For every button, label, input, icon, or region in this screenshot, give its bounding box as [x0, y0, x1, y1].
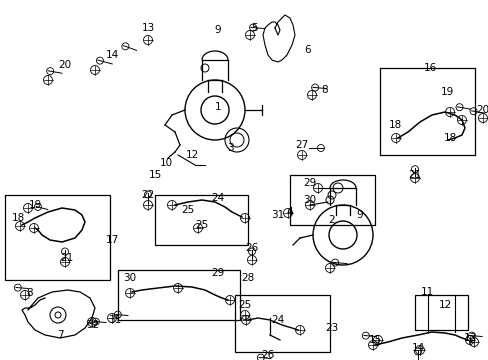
Text: 30: 30 — [123, 273, 136, 283]
Text: 18: 18 — [11, 213, 24, 223]
Text: 9: 9 — [214, 25, 221, 35]
Text: 25: 25 — [181, 205, 194, 215]
Bar — [155, 195, 247, 245]
Text: 17: 17 — [105, 235, 119, 245]
Text: 32: 32 — [86, 320, 100, 330]
Text: 14: 14 — [410, 343, 424, 353]
Text: 23: 23 — [325, 323, 338, 333]
Text: 15: 15 — [148, 170, 162, 180]
Text: 20: 20 — [59, 60, 71, 70]
Text: 3: 3 — [226, 143, 233, 153]
Text: 21: 21 — [60, 253, 74, 263]
Text: 29: 29 — [303, 178, 316, 188]
Text: 13: 13 — [141, 23, 154, 33]
Text: 9: 9 — [356, 210, 363, 220]
Text: 6: 6 — [304, 45, 311, 55]
Text: 18: 18 — [443, 133, 456, 143]
Text: 8: 8 — [321, 85, 327, 95]
Bar — [414, 295, 467, 330]
Text: 16: 16 — [423, 63, 436, 73]
Text: 5: 5 — [251, 23, 258, 33]
Text: 2: 2 — [328, 215, 335, 225]
Text: 25: 25 — [195, 220, 208, 230]
Text: 14: 14 — [105, 50, 119, 60]
Text: 26: 26 — [261, 350, 274, 360]
Text: 19: 19 — [28, 200, 41, 210]
Text: 8: 8 — [27, 288, 33, 298]
Text: 12: 12 — [185, 150, 198, 160]
Text: 20: 20 — [475, 105, 488, 115]
Text: 26: 26 — [245, 243, 258, 253]
Text: 31: 31 — [271, 210, 284, 220]
Text: 24: 24 — [211, 193, 224, 203]
Text: 30: 30 — [303, 195, 316, 205]
Text: 7: 7 — [57, 330, 63, 340]
Text: 24: 24 — [271, 315, 284, 325]
Bar — [379, 68, 474, 155]
Text: 13: 13 — [463, 333, 476, 343]
Text: 1: 1 — [214, 102, 221, 112]
Text: 11: 11 — [420, 287, 433, 297]
Text: 10: 10 — [159, 158, 172, 168]
Text: 12: 12 — [437, 300, 451, 310]
Text: 15: 15 — [367, 335, 381, 345]
Text: 31: 31 — [108, 315, 122, 325]
Bar — [235, 295, 329, 352]
Text: 19: 19 — [440, 87, 453, 97]
Text: 18: 18 — [387, 120, 401, 130]
Bar — [289, 175, 374, 225]
Text: 4: 4 — [286, 207, 293, 217]
Bar — [118, 270, 240, 320]
Text: 28: 28 — [241, 273, 254, 283]
Text: 25: 25 — [238, 300, 251, 310]
Bar — [5, 195, 110, 280]
Text: 22: 22 — [141, 190, 154, 200]
Text: 21: 21 — [407, 170, 421, 180]
Text: 27: 27 — [295, 140, 308, 150]
Text: 29: 29 — [211, 268, 224, 278]
